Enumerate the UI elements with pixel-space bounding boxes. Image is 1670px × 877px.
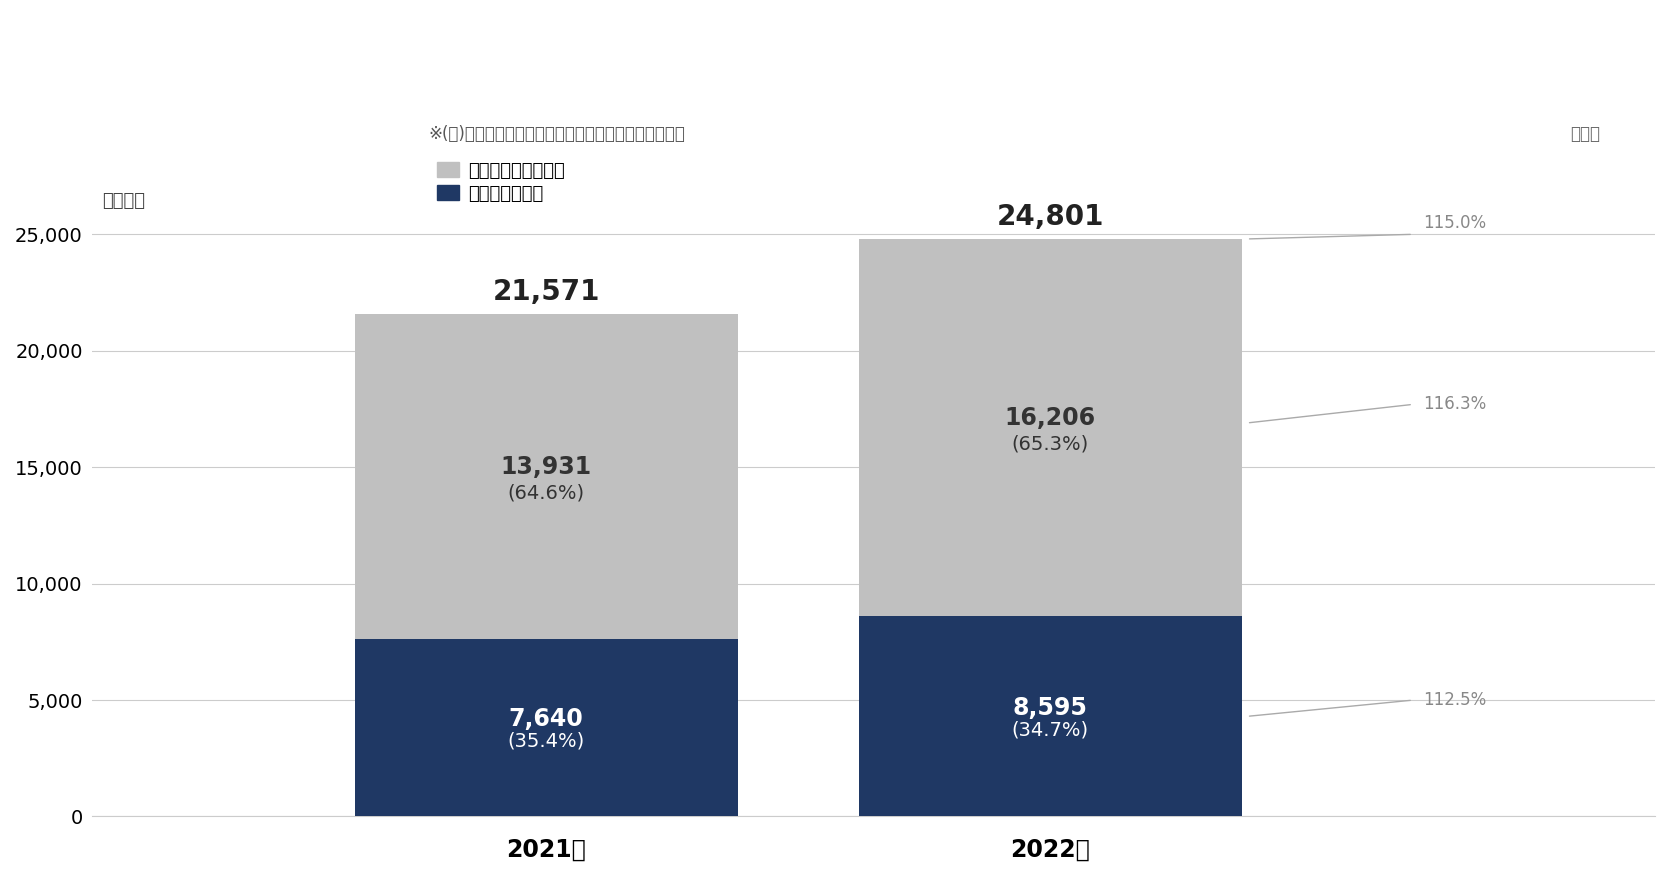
Legend: ソーシャル広告以外, ソーシャル広告: ソーシャル広告以外, ソーシャル広告: [438, 162, 564, 203]
Text: (35.4%): (35.4%): [508, 732, 584, 751]
Text: 24,801: 24,801: [997, 203, 1104, 231]
Text: 16,206: 16,206: [1005, 406, 1096, 431]
Bar: [858, 239, 1242, 617]
Bar: [354, 314, 738, 638]
Bar: [858, 617, 1242, 816]
Text: 115.0%: 115.0%: [1423, 214, 1486, 232]
Text: (34.7%): (34.7%): [1012, 721, 1089, 740]
Bar: [354, 638, 738, 816]
Text: 116.3%: 116.3%: [1423, 396, 1486, 413]
Text: 8,595: 8,595: [1012, 696, 1087, 720]
Text: ※(　)内は、インターネット広告媒体費に占める構成比: ※( )内は、インターネット広告媒体費に占める構成比: [429, 125, 685, 143]
Text: 7,640: 7,640: [509, 708, 583, 731]
Text: (64.6%): (64.6%): [508, 483, 584, 503]
Text: （億円）: （億円）: [102, 192, 145, 210]
Text: 21,571: 21,571: [493, 278, 600, 306]
Text: 前年比: 前年比: [1570, 125, 1600, 143]
Text: 112.5%: 112.5%: [1423, 691, 1486, 709]
Text: 13,931: 13,931: [501, 455, 591, 479]
Text: (65.3%): (65.3%): [1012, 434, 1089, 453]
